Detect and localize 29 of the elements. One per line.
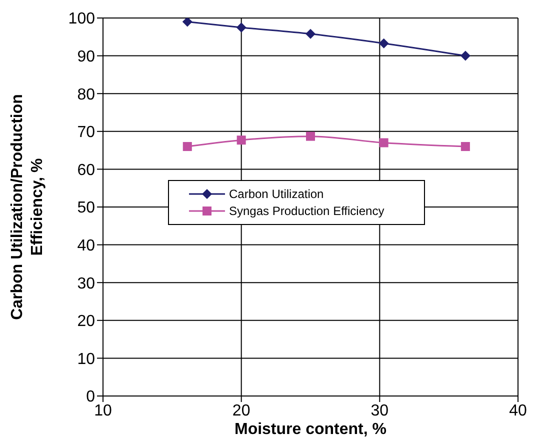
point xyxy=(460,142,470,152)
y-tick-label: 20 xyxy=(77,313,96,330)
point xyxy=(236,22,246,32)
y-axis-title: Carbon Utilization/Production Efficiency, % xyxy=(9,94,46,320)
y-tick-label: 40 xyxy=(77,237,96,254)
point xyxy=(182,18,192,27)
y-tick-label: 0 xyxy=(86,388,96,406)
point xyxy=(460,50,470,61)
x-axis-title: Moisture content, % xyxy=(234,421,387,438)
x-tick-label: 40 xyxy=(509,402,527,420)
point xyxy=(182,142,192,152)
y-tick-label: 10 xyxy=(77,350,96,368)
x-tick-label: 10 xyxy=(94,402,112,420)
y-tick-label: 60 xyxy=(77,162,96,179)
y-tick-label: 70 xyxy=(77,124,96,142)
point xyxy=(379,138,388,148)
point xyxy=(378,38,389,48)
y-tick-label: 80 xyxy=(77,86,96,104)
legend-label: Carbon Utilization xyxy=(229,187,324,201)
y-tick-label: 30 xyxy=(77,275,96,292)
x-tick-label: 30 xyxy=(370,402,389,420)
y-tick-label: 100 xyxy=(68,10,96,28)
point xyxy=(306,132,315,141)
point xyxy=(306,28,316,39)
legend-label: Syngas Production Efficiency xyxy=(229,204,384,218)
y-tick-label: 90 xyxy=(77,48,96,66)
y-tick-label: 50 xyxy=(77,200,96,217)
x-tick-label: 20 xyxy=(232,402,250,420)
point xyxy=(236,136,246,145)
